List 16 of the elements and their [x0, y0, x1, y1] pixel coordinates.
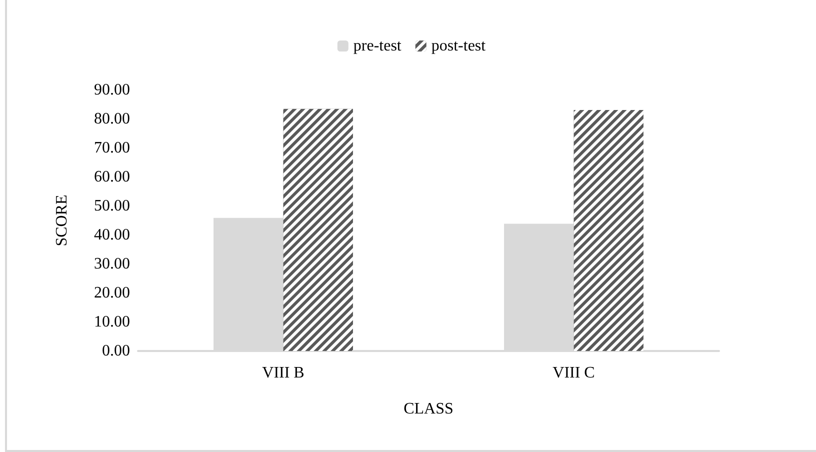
x-tick-label: VIII B [262, 364, 304, 382]
y-tick-label: 30.00 [94, 256, 130, 272]
y-axis-title: SCORE [54, 194, 70, 246]
x-axis-title: CLASS [404, 400, 454, 418]
y-tick-label: 40.00 [94, 226, 130, 244]
y-tick-label: 90.00 [94, 82, 130, 98]
y-tick-label: 10.00 [94, 314, 130, 330]
y-tick-label: 60.00 [94, 168, 130, 186]
legend-label: post-test [431, 38, 486, 54]
legend-label: pre-test [353, 38, 402, 54]
x-tick-label: VIII C [552, 364, 595, 382]
y-tick-label: 0.00 [102, 342, 130, 360]
y-tick-label: 70.00 [94, 140, 130, 156]
y-tick-label: 20.00 [94, 284, 130, 302]
y-tick-label: 80.00 [94, 110, 130, 128]
y-tick-label: 50.00 [94, 198, 130, 214]
